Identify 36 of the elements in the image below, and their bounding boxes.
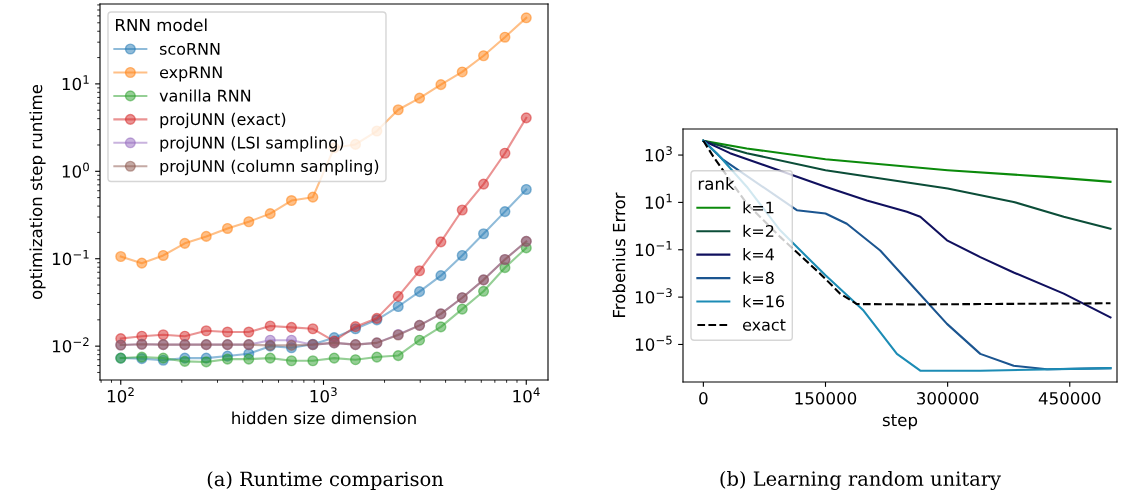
legend-label: vanilla RNN: [159, 89, 251, 102]
legend-label: k=2: [743, 224, 774, 237]
y-tick-label: 10$^{−1}$: [635, 241, 672, 257]
x-tick-label: 0: [699, 392, 708, 405]
x-tick-label: 300000: [917, 392, 979, 405]
legend-label: expRNN: [159, 66, 222, 82]
y-axis-title: Frobenius Error: [612, 192, 626, 317]
y-tick-label: 10$^{1}$: [645, 193, 672, 209]
y-tick-label: 10$^{−2}$: [52, 337, 89, 353]
legend-label: k=8: [743, 271, 774, 284]
x-tick-label: 150000: [795, 392, 857, 405]
legend-label: projUNN (LSI sampling): [160, 136, 344, 152]
legend-label: k=1: [743, 201, 774, 214]
y-tick-label: 10$^{−5}$: [635, 335, 672, 351]
text: (a) Runtime comparison: [207, 471, 444, 490]
legend-label: k=16: [743, 295, 785, 308]
x-tick-label: 10$^{2}$: [107, 387, 134, 403]
y-tick-label: 10$^{3}$: [645, 146, 672, 162]
y-tick-label: 10$^{−1}$: [52, 250, 89, 266]
x-axis-title: step: [882, 414, 918, 430]
text: (b) Learning random unitary: [720, 470, 1002, 490]
legend-title: RNN model: [116, 18, 207, 32]
y-axis-title: optimization step runtime: [29, 84, 46, 300]
legend-title: rank: [698, 177, 735, 190]
legend-label: projUNN (column sampling): [160, 159, 379, 176]
x-tick-label: 10$^{3}$: [310, 387, 337, 403]
y-tick-label: 10$^{0}$: [62, 162, 89, 178]
y-tick-label: 10$^{−3}$: [635, 288, 672, 304]
x-axis-title: hidden size dimension: [232, 411, 416, 425]
legend-label: scoRNN: [159, 42, 220, 55]
legend-label: k=4: [743, 248, 774, 261]
x-tick-label: 10$^{4}$: [513, 387, 540, 403]
y-tick-label: 10$^{1}$: [62, 75, 89, 91]
legend-label: projUNN (exact): [160, 112, 286, 129]
legend-label: exact: [742, 319, 786, 331]
x-tick-label: 450000: [1038, 392, 1101, 405]
